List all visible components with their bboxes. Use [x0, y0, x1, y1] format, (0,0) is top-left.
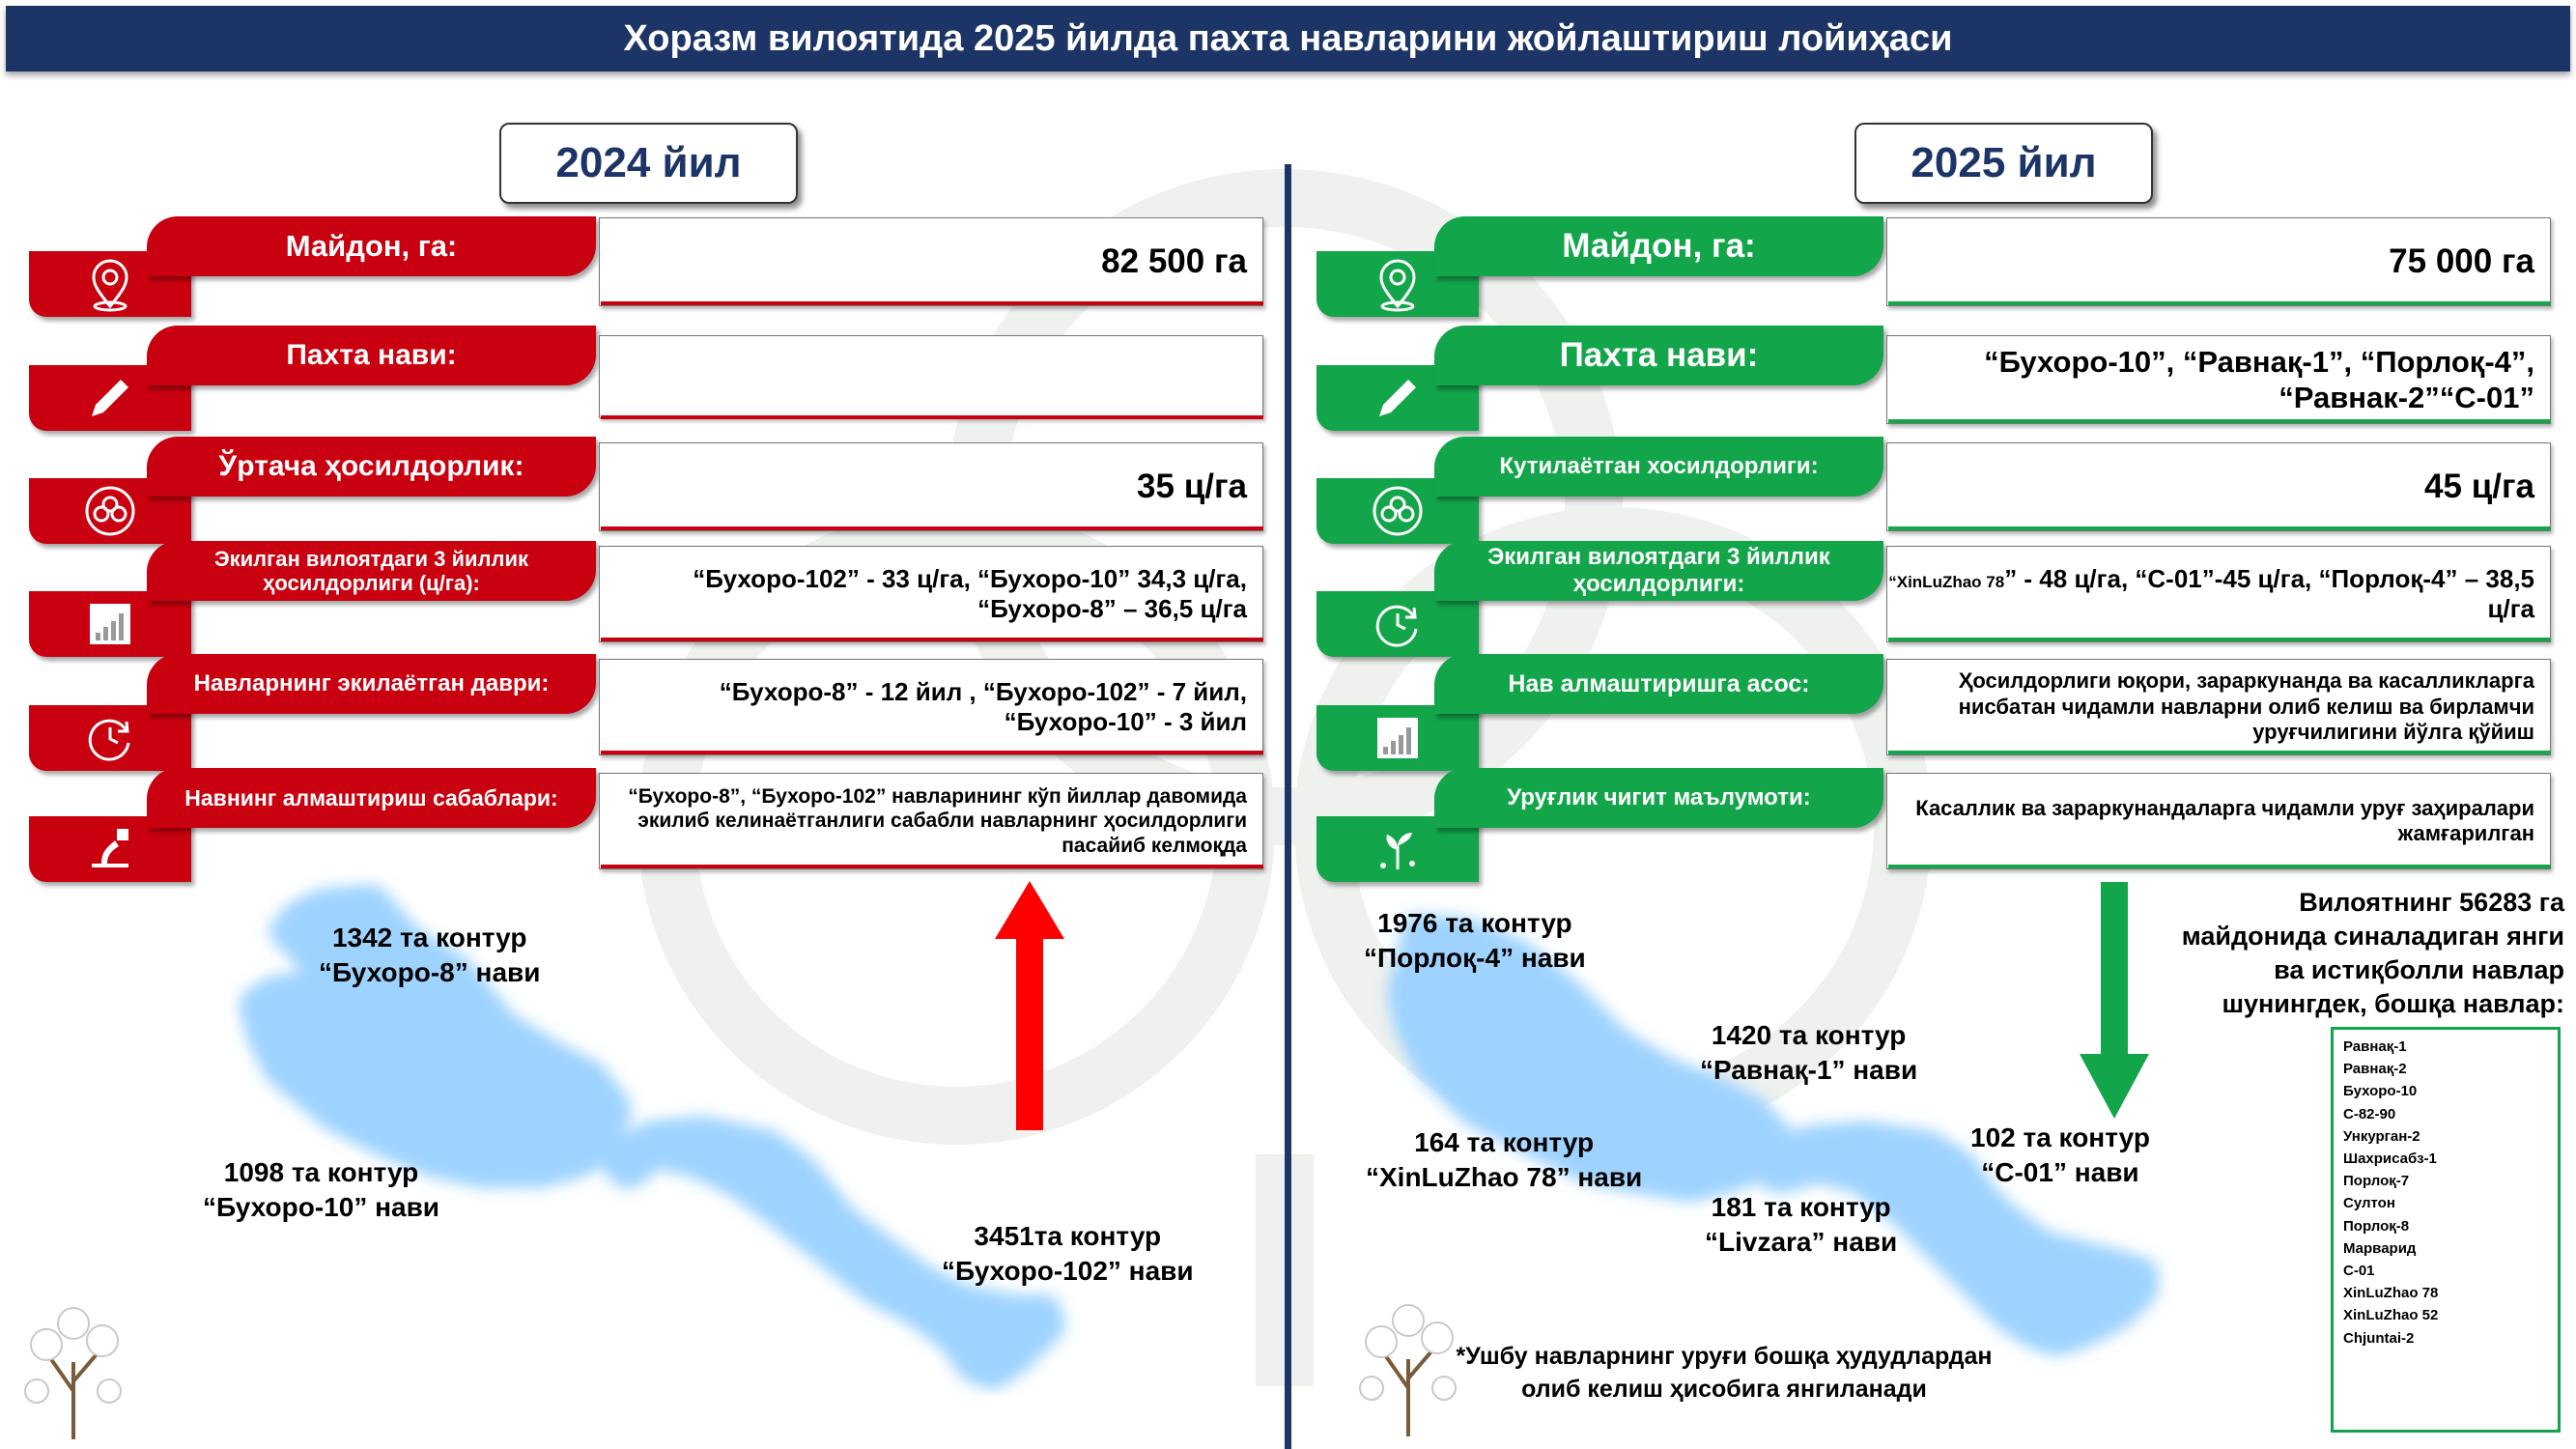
list-item: XinLuZhao 78	[2343, 1285, 2439, 1302]
varieties-list: Равнақ-1 Равнақ-2 Бухоро-10 С-82-90 Унку…	[2331, 1027, 2561, 1433]
avg-yield-value: 35 ц/га	[599, 442, 1263, 531]
list-item: Ункурган-2	[2343, 1127, 2420, 1145]
cotton-plant-icon	[24, 1307, 122, 1439]
page-title: Хоразм вилоятида 2025 йилда пахта навлар…	[6, 6, 2570, 71]
list-item: XinLuZhao 52	[2343, 1307, 2439, 1324]
list-item: Бухоро-10	[2343, 1083, 2418, 1100]
list-item: С-82-90	[2343, 1105, 2396, 1122]
avg-yield-label: Ўртача ҳосилдорлик:	[147, 437, 596, 497]
seed-info-value: Касаллик ва зараркунандаларга чидамли ур…	[1886, 773, 2551, 869]
list-item: Порлоқ-7	[2343, 1173, 2410, 1190]
list-item: Султон	[2343, 1195, 2395, 1212]
map-label-livzara: 181 та контур “Livzara” нави	[1705, 1192, 1898, 1258]
area-label: Майдон, га:	[1434, 216, 1883, 276]
column-divider	[1285, 164, 1291, 1449]
three-year-yield-value: “Бухоро-102” - 33 ц/га, “Бухоро-10” 34,3…	[599, 546, 1263, 642]
area-label: Майдон, га:	[147, 216, 596, 276]
growth-chart-icon	[29, 591, 191, 657]
list-item: Шахрисабз-1	[2343, 1151, 2437, 1168]
year-2025-box: 2025 йил	[1854, 123, 2153, 204]
map-label-porloq-4: 1976 та контур “Порлоқ-4” нави	[1364, 908, 1586, 974]
region-map-2025	[1391, 918, 2154, 1352]
cotton-plant-icon	[1359, 1304, 1457, 1436]
footnote: *Ушбу навларнинг уруғи бошқа ҳудудлардан…	[1456, 1343, 1993, 1403]
map-label-bukhoro-8: 1342 та контур “Бухоро-8” нави	[319, 923, 541, 988]
variety-label: Пахта нави:	[1434, 326, 1883, 385]
list-item: Марварид	[2343, 1239, 2417, 1257]
list-item: Равнақ-2	[2343, 1061, 2407, 1078]
replacement-basis-label: Нав алмаштиришга асос:	[1434, 654, 1883, 714]
three-year-yield-label: Экилган вилоятдаги 3 йиллик ҳосилдорлиги…	[1434, 541, 1883, 601]
increase-arrow-icon	[995, 881, 1064, 1130]
year-2024-box: 2024 йил	[499, 123, 798, 204]
variety-value: “Бухоро-10”, “Равнақ-1”, “Порлоқ-4”, “Ра…	[1886, 335, 2551, 424]
variety-label: Пахта нави:	[147, 326, 596, 385]
planting-period-label: Навларнинг экилаётган даври:	[147, 654, 596, 714]
variety-value	[599, 335, 1263, 418]
map-label-bukhoro-10: 1098 та контур “Бухоро-10” нави	[203, 1157, 440, 1223]
map-label-xinluzhao-78: 164 та контур “XinLuZhao 78” нави	[1366, 1127, 1643, 1193]
expected-yield-value: 45 ц/га	[1886, 442, 2551, 531]
trial-varieties-note: Вилоятнинг 56283 га майдонида синаладига…	[2181, 888, 2564, 1019]
replacement-reasons-value: “Бухоро-8”, “Бухоро-102” навларининг кўп…	[599, 773, 1263, 869]
clock-cycle-icon	[1316, 591, 1479, 657]
seed-info-label: Уруғлик чигит маълумоти:	[1434, 768, 1883, 828]
decrease-arrow-icon	[2080, 882, 2149, 1119]
replacement-basis-value: Ҳосилдорлиги юқори, зараркунанда ва каса…	[1886, 659, 2551, 755]
region-map-2024	[241, 889, 1062, 1386]
list-item: Порлоқ-8	[2343, 1217, 2410, 1235]
replacement-reasons-label: Навнинг алмаштириш сабаблари:	[147, 768, 596, 828]
map-label-ravnaq-1: 1420 та контур “Равнақ-1” нави	[1700, 1020, 1918, 1086]
three-year-yield-label: Экилган вилоятдаги 3 йиллик ҳосилдорлиги…	[147, 541, 596, 601]
three-year-yield-value: “XinLuZhao 78” - 48 ц/га, “С-01”-45 ц/га…	[1886, 546, 2551, 642]
area-value: 82 500 га	[599, 217, 1263, 306]
expected-yield-label: Кутилаётган хосилдорлиги:	[1434, 437, 1883, 497]
list-item: Равнақ-1	[2343, 1038, 2407, 1055]
planting-period-value: “Бухоро-8” - 12 йил , “Бухоро-102” - 7 й…	[599, 659, 1263, 755]
growth-chart-icon	[1316, 705, 1479, 771]
map-label-bukhoro-102: 3451та контур “Бухоро-102” нави	[942, 1221, 1194, 1287]
map-label-s-01: 102 та контур “С-01” нави	[1970, 1122, 2150, 1188]
clock-cycle-icon	[29, 705, 191, 771]
list-item: Chjuntai-2	[2343, 1329, 2415, 1347]
list-item: С-01	[2343, 1263, 2375, 1280]
area-value: 75 000 га	[1886, 217, 2551, 306]
